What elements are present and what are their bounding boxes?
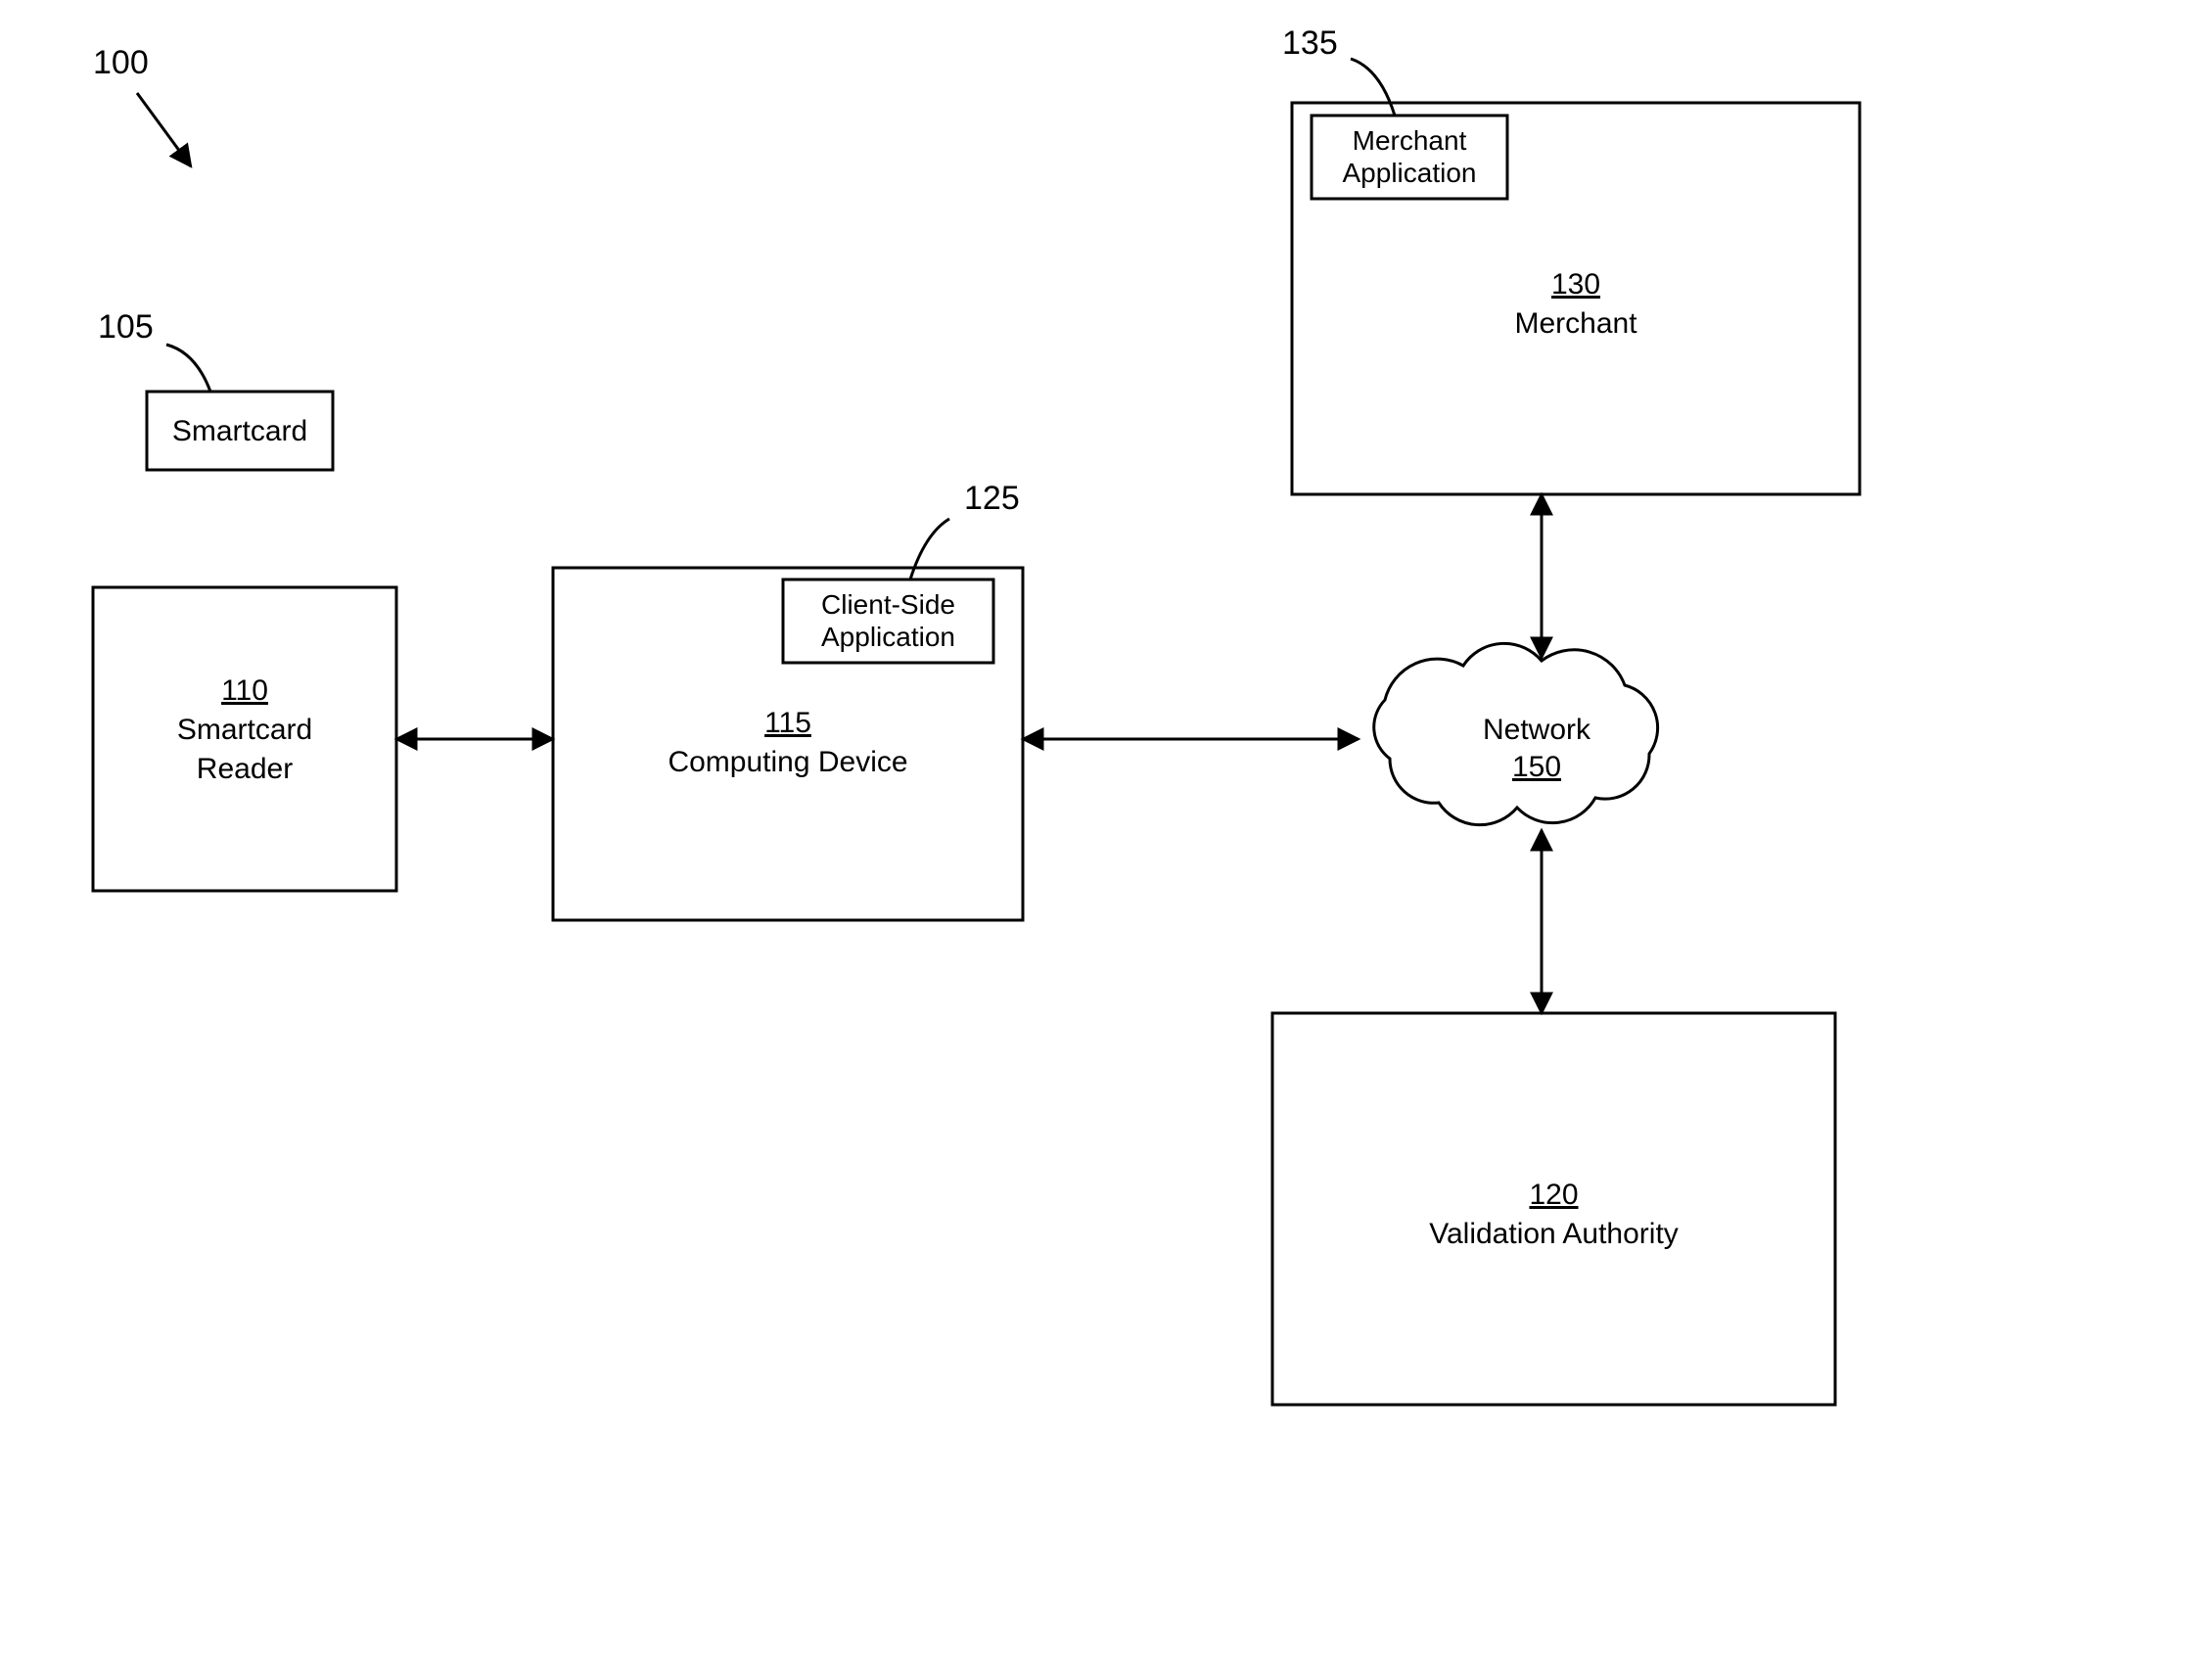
client-app-label-1: Client-Side bbox=[821, 589, 955, 620]
ref-130: 130 bbox=[1551, 268, 1600, 301]
ref-115: 115 bbox=[764, 707, 811, 739]
merchant-label: Merchant bbox=[1514, 307, 1637, 340]
ref-110: 110 bbox=[221, 674, 268, 707]
ref-135: 135 bbox=[1282, 24, 1338, 62]
validation-label: Validation Authority bbox=[1429, 1218, 1679, 1250]
figure-ref-label: 100 bbox=[93, 44, 149, 81]
ref-125: 125 bbox=[964, 480, 1020, 517]
ref-150: 150 bbox=[1512, 751, 1561, 783]
smartcard-label: Smartcard bbox=[172, 415, 307, 447]
leader-105 bbox=[166, 345, 210, 392]
reader-label-1: Smartcard bbox=[177, 714, 312, 746]
network-label: Network bbox=[1483, 714, 1591, 746]
reader-label-2: Reader bbox=[197, 753, 293, 785]
ref-105: 105 bbox=[98, 308, 154, 346]
client-app-label-2: Application bbox=[821, 622, 955, 652]
merchant-app-label-1: Merchant bbox=[1353, 125, 1467, 156]
figure-ref-arrow bbox=[137, 93, 191, 166]
ref-120: 120 bbox=[1529, 1179, 1578, 1211]
computing-label: Computing Device bbox=[668, 746, 907, 778]
merchant-app-label-2: Application bbox=[1343, 158, 1477, 188]
